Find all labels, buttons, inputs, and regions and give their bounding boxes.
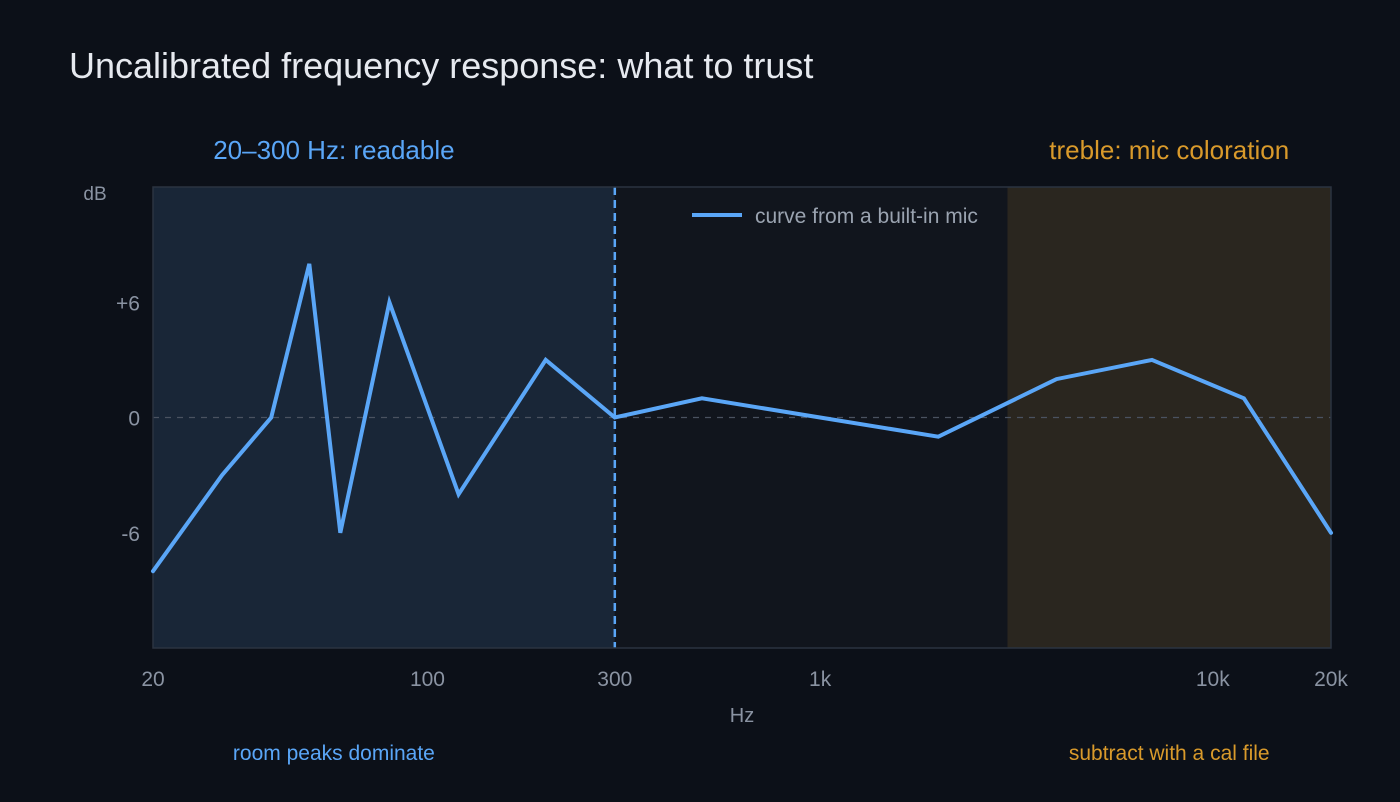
series-line-0 [151,263,1333,574]
region-note-readable: room peaks dominate [233,742,435,765]
series-layer [151,263,1333,574]
y-tick-label: 0 [128,408,140,431]
chart-title: Uncalibrated frequency response: what to… [69,45,813,86]
region-label-treble: treble: mic coloration [1049,135,1289,165]
legend: curve from a built-in mic [692,205,978,228]
y-tick-label: -6 [121,523,140,546]
y-axis-label: dB [83,184,106,205]
region-label-readable: 20–300 Hz: readable [213,135,454,165]
legend-label: curve from a built-in mic [755,205,978,228]
x-axis-label: Hz [730,705,754,727]
x-tick-label: 1k [809,668,832,691]
x-tick-label: 20 [141,668,164,691]
x-tick-label: 300 [597,668,632,691]
region-note-treble: subtract with a cal file [1069,742,1270,765]
axis-layer: 20 100 300 1k 10k 20k +6 0 -6 [116,292,1348,691]
region-treble [1007,187,1331,648]
x-tick-label: 20k [1314,668,1348,691]
plot-frame [152,186,1332,649]
grid-layer [153,187,1331,648]
x-tick-label: 100 [410,668,445,691]
y-tick-label: +6 [116,292,140,315]
x-tick-label: 10k [1196,668,1230,691]
